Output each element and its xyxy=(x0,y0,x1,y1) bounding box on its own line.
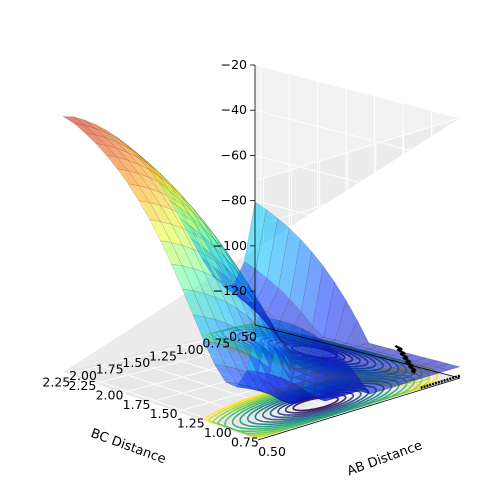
ab-tick-label: 1.75 xyxy=(123,397,151,412)
ab-tick-label: 1.25 xyxy=(177,416,205,431)
surface-patch xyxy=(302,358,327,366)
z-tick-labels: −20 −40 −60 −80 −100 −120 xyxy=(213,57,255,298)
bc-tick-label: 1.50 xyxy=(122,355,150,370)
surface-patch xyxy=(335,367,360,375)
surface-patch xyxy=(258,360,282,392)
surface-patch xyxy=(312,265,335,338)
z-tick-label: −120 xyxy=(213,283,247,298)
z-tick-label: −20 xyxy=(221,57,247,72)
surface-patch xyxy=(324,377,349,385)
ab-tick-label: 0.50 xyxy=(258,444,286,459)
surface-patch xyxy=(346,364,371,372)
bc-tick-label: 1.75 xyxy=(96,362,124,377)
surface-patch xyxy=(425,366,450,374)
surface-patch xyxy=(127,159,151,179)
surface-patch xyxy=(358,387,383,395)
surface-patch xyxy=(369,383,394,392)
surface-patch xyxy=(138,200,162,222)
bc-tick-label: 2.25 xyxy=(42,375,70,390)
z-tick-label: −100 xyxy=(213,238,247,253)
surface-patch xyxy=(324,371,349,378)
surface-patch xyxy=(214,296,238,329)
surface-patch xyxy=(358,374,383,382)
surface-patch xyxy=(170,223,194,250)
bc-tick-label: 2.00 xyxy=(69,368,97,383)
bc-tick-label: 1.00 xyxy=(176,342,204,357)
bc-tick-label: 0.75 xyxy=(202,336,230,351)
surface-patch xyxy=(170,183,193,208)
surface-patch xyxy=(335,374,360,382)
floor-grid-line xyxy=(68,370,264,439)
ab-tick-label: 2.25 xyxy=(68,378,96,393)
ab-tick-labels: 0.500.751.001.251.501.752.002.25 xyxy=(68,378,285,459)
floor-grid-line xyxy=(94,363,292,431)
surface-patch xyxy=(192,207,215,236)
surface-patch xyxy=(436,363,461,371)
ab-tick-label: 1.50 xyxy=(150,406,178,421)
bc-axis-label: BC Distance xyxy=(89,426,168,467)
surface-patch xyxy=(280,339,304,353)
bc-tick-label: 0.50 xyxy=(229,329,257,344)
surface-patch xyxy=(280,340,304,363)
surface-patch xyxy=(203,292,227,324)
wall-grid-line xyxy=(254,154,462,271)
ab-axis-line xyxy=(254,324,461,379)
surface-patch xyxy=(345,345,371,353)
ab-axis-label: AB Distance xyxy=(345,438,424,479)
potential-surface xyxy=(62,116,461,405)
surface-patch xyxy=(72,122,97,136)
z-tick-label: −80 xyxy=(221,193,247,208)
surface-patch xyxy=(278,298,302,335)
ab-tick-label: 0.75 xyxy=(231,435,259,450)
bc-tick-labels: 0.500.751.001.251.501.752.002.25 xyxy=(42,329,257,390)
bc-axis-line xyxy=(257,377,461,441)
surface-patch xyxy=(301,345,326,353)
trajectory-floor-line xyxy=(420,374,461,389)
surface-patch xyxy=(94,123,117,139)
surface-patch xyxy=(203,340,227,367)
trajectory-path xyxy=(394,345,461,389)
surface-patch xyxy=(170,242,194,269)
ab-tick-label: 1.00 xyxy=(204,425,232,440)
surface-patch xyxy=(313,367,338,375)
trajectory-line xyxy=(394,345,417,374)
ab-tick-label: 2.00 xyxy=(96,387,124,402)
surface-patch xyxy=(323,281,347,341)
wall-grid-line xyxy=(254,64,462,181)
z-tick-label: −40 xyxy=(221,102,247,117)
axes xyxy=(254,65,461,441)
wall-grid-line xyxy=(254,109,462,226)
surface-patch xyxy=(346,320,370,347)
z-tick-label: −60 xyxy=(221,147,247,162)
surface-patch xyxy=(368,345,393,353)
bc-tick-label: 1.25 xyxy=(149,349,177,364)
surface-patch xyxy=(391,377,416,385)
surface-patch xyxy=(84,125,107,139)
